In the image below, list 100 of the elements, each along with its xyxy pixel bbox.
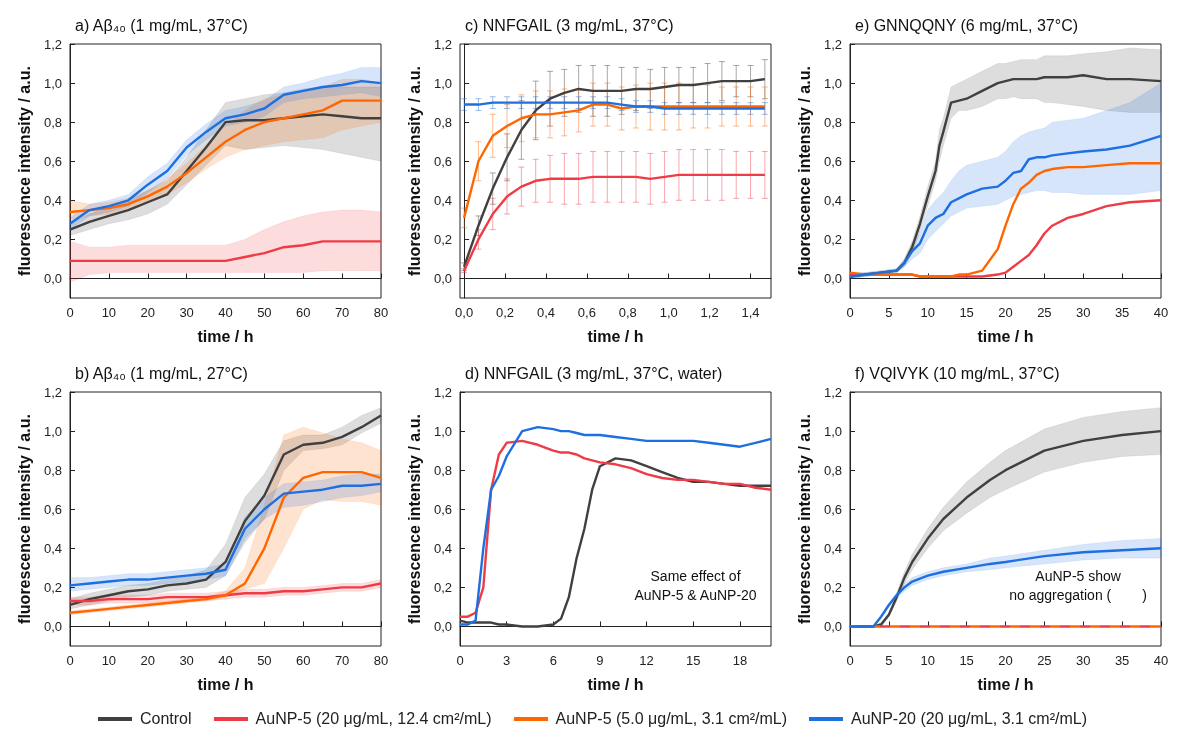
x-axis-title: time / h	[197, 675, 254, 693]
y-tick-label: 0,4	[433, 540, 452, 556]
x-tick-label: 15	[959, 305, 974, 320]
x-tick-label: 70	[334, 305, 350, 320]
y-tick-label: 0,4	[433, 192, 452, 208]
y-tick-label: 1,2	[823, 384, 842, 400]
x-tick-label: 10	[101, 305, 117, 320]
x-tick-label: 50	[257, 305, 272, 320]
x-tick-label: 1,2	[700, 305, 719, 320]
x-tick-label: 12	[639, 653, 654, 668]
y-tick-label: 0,2	[43, 231, 62, 247]
x-tick-label: 0	[846, 653, 854, 668]
x-tick-label: 0,6	[577, 305, 596, 320]
x-tick-label: 20	[140, 305, 155, 320]
y-tick-label: 0,0	[823, 270, 842, 286]
x-tick-label: 1,4	[741, 305, 760, 320]
x-tick-label: 40	[1153, 653, 1169, 668]
x-tick-label: 20	[998, 305, 1013, 320]
y-tick-label: 0,8	[433, 114, 452, 130]
y-tick-label: 0,0	[43, 618, 62, 634]
x-tick-label: 50	[257, 653, 272, 668]
y-tick-label: 1,2	[43, 384, 62, 400]
line-series	[848, 161, 1163, 278]
line-series	[848, 134, 1163, 278]
x-tick-label: 3	[503, 653, 511, 668]
y-tick-label: 0,0	[433, 270, 452, 286]
y-tick-label: 0,2	[433, 231, 452, 247]
y-tick-label: 0,2	[43, 579, 62, 595]
x-tick-label: 20	[140, 653, 155, 668]
x-tick-label: 40	[1153, 305, 1169, 320]
y-tick-label: 0,6	[823, 501, 842, 517]
y-axis-title: fluorescence intensity / a.u.	[795, 66, 813, 276]
x-axis-title: time / h	[197, 327, 254, 345]
x-tick-label: 0,2	[495, 305, 515, 320]
x-tick-label: 35	[1114, 653, 1130, 668]
x-tick-label: 30	[1076, 653, 1091, 668]
annotation: Same effect of AuNP-5 & AuNP-20	[634, 567, 757, 603]
line-series	[462, 103, 767, 220]
y-tick-label: 1,0	[433, 423, 452, 439]
x-axis-title: time / h	[587, 327, 644, 345]
y-tick-label: 0,0	[43, 270, 62, 286]
y-tick-label: 1,0	[43, 75, 62, 91]
line-series	[68, 470, 383, 614]
y-tick-label: 0,4	[43, 540, 62, 556]
x-tick-label: 9	[596, 653, 604, 668]
legend-label: AuNP-5 (5.0 μg/mL, 3.1 cm²/mL)	[555, 710, 788, 728]
x-tick-label: 30	[179, 653, 194, 668]
chart-title: b) Aβ₄₀ (1 mg/mL, 27°C)	[75, 364, 248, 382]
y-tick-label: 1,0	[433, 75, 452, 91]
x-axis-title: time / h	[587, 675, 644, 693]
y-tick-label: 0,2	[823, 231, 842, 247]
chart-title: e) GNNQQNY (6 mg/mL, 37°C)	[855, 16, 1079, 34]
x-tick-label: 0	[456, 653, 464, 668]
x-tick-label: 80	[373, 653, 389, 668]
x-axis-title: time / h	[977, 675, 1034, 693]
y-tick-label: 1,0	[823, 423, 842, 439]
x-tick-label: 10	[101, 653, 117, 668]
y-tick-label: 0,8	[823, 114, 842, 130]
y-tick-label: 1,0	[43, 423, 62, 439]
x-tick-label: 0	[66, 653, 74, 668]
y-tick-label: 0,0	[823, 618, 842, 634]
chart-title: a) Aβ₄₀ (1 mg/mL, 37°C)	[75, 16, 248, 34]
line-series	[68, 99, 383, 214]
x-tick-label: 18	[732, 653, 748, 668]
x-tick-label: 0,0	[455, 305, 474, 320]
y-tick-label: 0,4	[43, 192, 62, 208]
legend-label: Control	[139, 710, 192, 728]
x-tick-label: 5	[885, 653, 893, 668]
line-series	[68, 113, 383, 231]
x-tick-label: 15	[686, 653, 701, 668]
y-tick-label: 0,8	[43, 462, 62, 478]
y-tick-label: 0,6	[433, 153, 452, 169]
x-tick-label: 40	[218, 305, 233, 320]
x-tick-label: 30	[179, 305, 194, 320]
x-tick-label: 35	[1114, 305, 1130, 320]
y-tick-label: 1,2	[43, 36, 62, 52]
y-tick-label: 1,2	[823, 36, 842, 52]
chart-title: d) NNFGAIL (3 mg/mL, 37°C, water)	[465, 364, 723, 382]
y-axis-title: fluorescence intensity / a.u.	[405, 66, 423, 276]
x-tick-label: 80	[373, 305, 389, 320]
y-axis-title: fluorescence intensity / a.u.	[795, 414, 813, 624]
x-tick-label: 0	[846, 305, 854, 320]
x-tick-label: 60	[296, 653, 311, 668]
y-tick-label: 0,8	[433, 462, 452, 478]
y-axis-title: fluorescence intensity / a.u.	[15, 66, 33, 276]
x-tick-label: 70	[334, 653, 350, 668]
y-tick-label: 0,4	[823, 540, 842, 556]
chart-title: c) NNFGAIL (3 mg/mL, 37°C)	[465, 16, 674, 34]
x-tick-label: 25	[1037, 305, 1052, 320]
y-tick-label: 1,2	[433, 36, 452, 52]
x-tick-label: 40	[218, 653, 233, 668]
legend-label: AuNP-20 (20 μg/mL, 3.1 cm²/mL)	[851, 710, 1088, 728]
y-tick-label: 1,0	[823, 75, 842, 91]
chart-title: f) VQIVYK (10 mg/mL, 37°C)	[855, 364, 1060, 382]
y-tick-label: 0,6	[43, 153, 62, 169]
y-tick-label: 0,6	[823, 153, 842, 169]
x-tick-label: 5	[885, 305, 893, 320]
x-tick-label: 10	[920, 653, 935, 668]
y-axis-title: fluorescence intensity / a.u.	[15, 414, 33, 624]
y-tick-label: 1,2	[433, 384, 452, 400]
